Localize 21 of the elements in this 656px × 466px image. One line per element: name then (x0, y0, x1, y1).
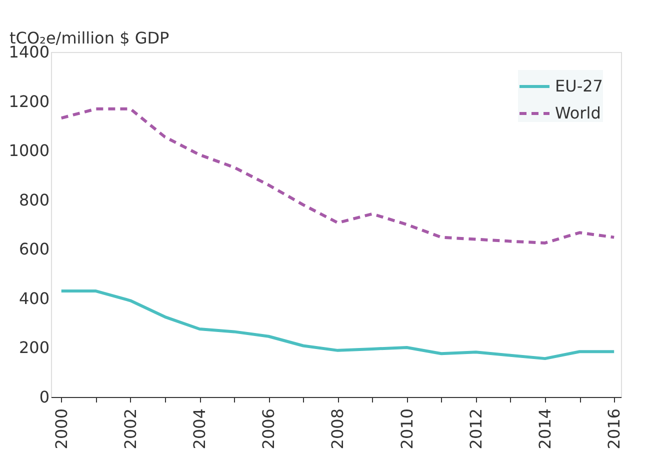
x-tick-label: 2012 (466, 408, 486, 450)
x-tick-label: 2008 (328, 408, 348, 450)
line-series (60, 107, 616, 244)
x-tick-label: 2000 (52, 408, 71, 450)
y-tick-label: 200 (18, 338, 50, 358)
legend-label: World (555, 104, 601, 122)
x-tick-label: 2002 (120, 408, 140, 450)
x-tick-label: 2014 (536, 408, 554, 450)
x-tick-label: 2006 (259, 408, 278, 450)
y-tick-label: 800 (18, 190, 50, 210)
y-tick-label: 600 (18, 240, 50, 259)
y-tick-label: 1400 (8, 42, 50, 62)
line-series (60, 290, 616, 360)
x-tick-label: 2004 (190, 408, 210, 450)
legend-label: EU-27 (555, 76, 603, 96)
y-tick-label: 400 (18, 288, 50, 308)
y-tick-label: 0 (39, 388, 50, 406)
x-tick-label: 2016 (604, 408, 624, 450)
y-tick-label: 1200 (8, 92, 50, 111)
y-tick-label: 1000 (8, 141, 50, 160)
x-tick-label: 2010 (397, 408, 416, 450)
